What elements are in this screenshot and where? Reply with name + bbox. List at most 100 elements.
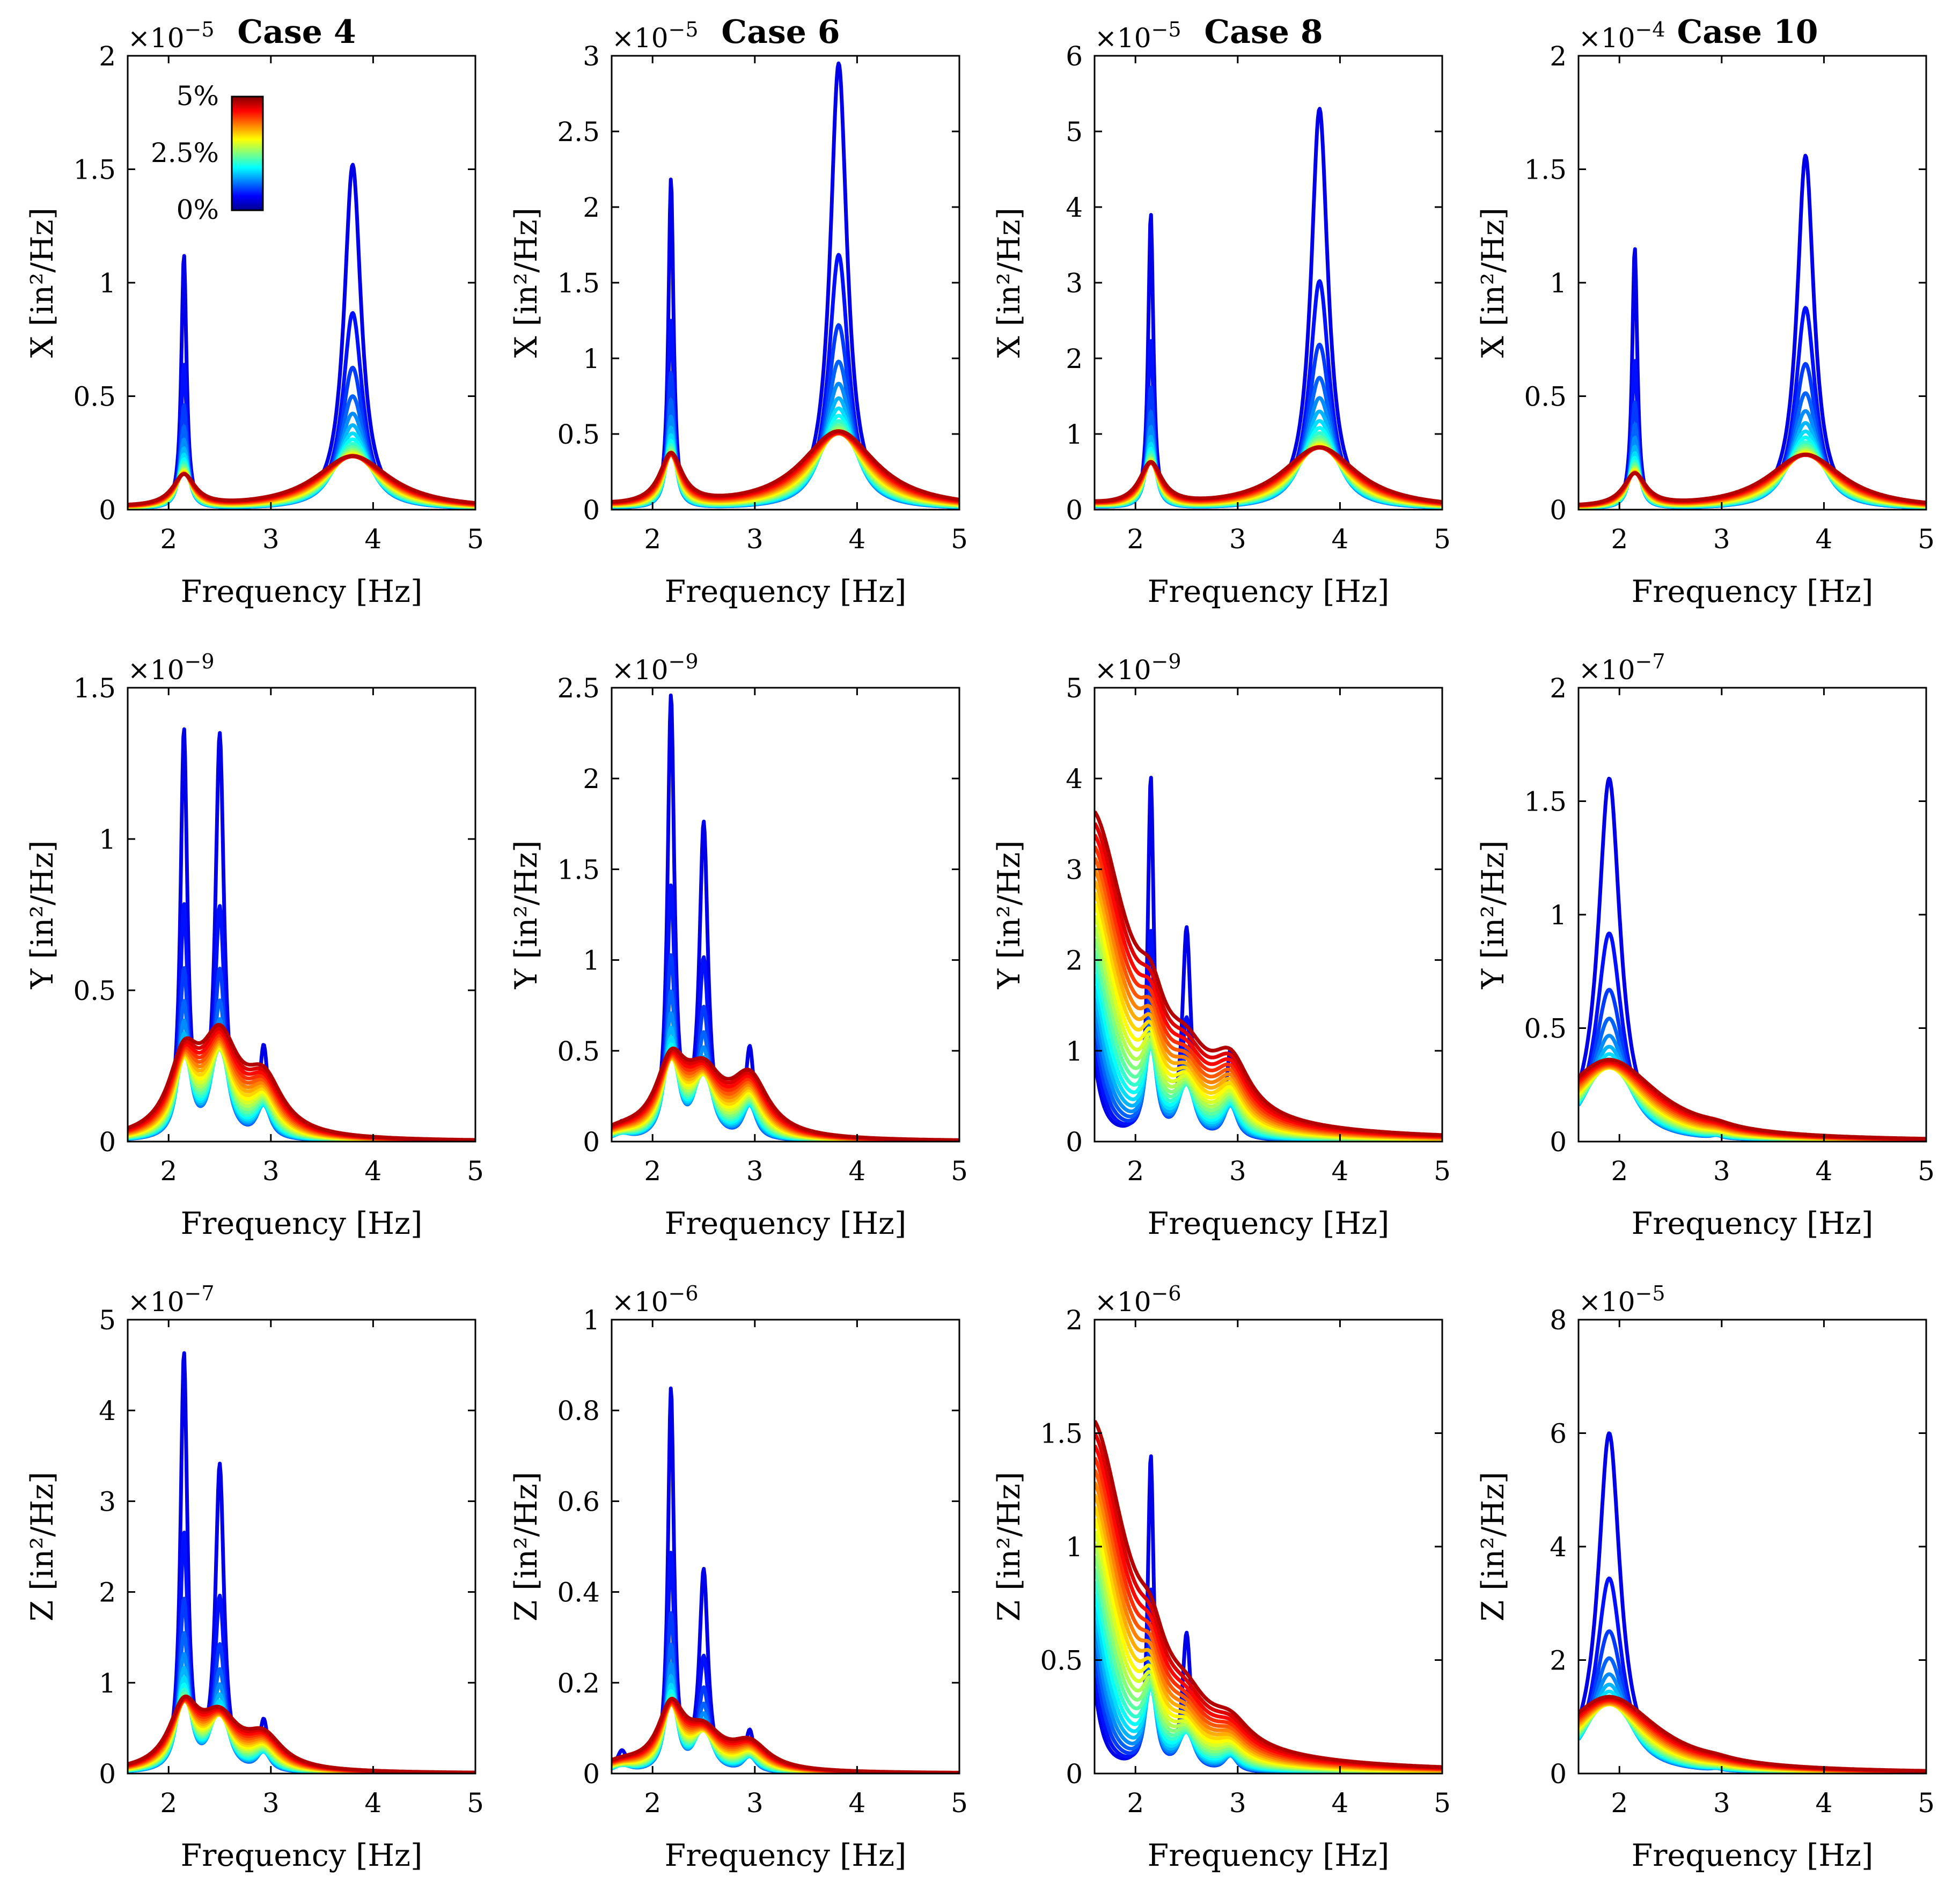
x-axis-label: Frequency [Hz] [1632, 1206, 1874, 1241]
x-tick-label: 5 [1918, 524, 1935, 555]
x-tick-label: 4 [365, 524, 382, 555]
y-tick-label: 0 [583, 1758, 600, 1790]
y-tick-label: 1 [99, 268, 116, 299]
subplot-r1c4: 2 3 4 5 0 0.5 1 1.5 2 ×10−4 Case 10 Frequency [Hz] X… [1475, 13, 1935, 609]
subplot-r3c2: 2 3 4 5 0 0.2 0.4 0.6 0.8 1 ×10−6 Frequency [Hz] Z [… [509, 1282, 968, 1873]
y-tick-label: 3 [1066, 268, 1083, 299]
y-axis-label: X [in²/Hz] [1475, 208, 1511, 358]
y-tick-label: 0.8 [557, 1395, 600, 1426]
x-tick-label: 3 [262, 1156, 280, 1187]
x-tick-label: 2 [1611, 1787, 1628, 1819]
y-axis-label: Y [in²/Hz] [509, 841, 544, 990]
x-tick-label: 3 [1713, 524, 1730, 555]
x-axis-label: Frequency [Hz] [181, 1206, 423, 1241]
curve-group [128, 727, 475, 1142]
y-tick-label: 0 [1550, 495, 1567, 526]
x-tick-label: 4 [365, 1787, 382, 1819]
y-exponent-label: ×10−7 [128, 1282, 215, 1318]
curve-group [128, 1351, 475, 1774]
y-axis-label: Y [in²/Hz] [992, 841, 1027, 990]
x-tick-label: 5 [951, 1156, 968, 1187]
y-axis-label: Z [in²/Hz] [25, 1472, 60, 1622]
x-tick-label: 2 [160, 524, 177, 555]
y-tick-label: 0.2 [557, 1668, 600, 1699]
psd-curve [1095, 810, 1442, 1137]
y-exponent-label: ×10−9 [1095, 650, 1181, 686]
x-tick-label: 5 [1434, 1156, 1451, 1187]
colorbar-label: 2.5% [151, 137, 219, 168]
x-tick-label: 4 [1816, 1156, 1833, 1187]
subplot-r2c1: 2 3 4 5 0 0.5 1 1.5 ×10−9 Frequency [Hz] Y [in²/Hz… [25, 650, 484, 1241]
psd-curve [1095, 445, 1442, 504]
y-tick-label: 1 [1550, 900, 1567, 931]
y-exponent-label: ×10−7 [1579, 650, 1665, 686]
y-tick-label: 2 [1550, 41, 1567, 72]
y-tick-label: 1 [1550, 268, 1567, 299]
x-axis-label: Frequency [Hz] [181, 1838, 423, 1873]
psd-curve [612, 61, 959, 509]
y-axis-label: X [in²/Hz] [992, 208, 1027, 358]
y-exponent-label: ×10−5 [612, 18, 699, 54]
y-tick-label: 1 [99, 824, 116, 855]
y-tick-label: 0 [1066, 495, 1083, 526]
y-tick-label: 0.5 [1524, 381, 1567, 413]
y-tick-label: 1 [1066, 1036, 1083, 1067]
x-tick-label: 3 [1713, 1156, 1730, 1187]
x-tick-label: 5 [1434, 1787, 1451, 1819]
psd-curve [1095, 1454, 1442, 1774]
y-exponent-label: ×10−9 [128, 650, 215, 686]
psd-curve [612, 1046, 959, 1142]
curve-group [612, 1386, 959, 1774]
psd-curve [612, 429, 959, 504]
y-tick-label: 1 [583, 1305, 600, 1336]
psd-curve [1095, 1432, 1442, 1770]
curve-group [1095, 107, 1442, 510]
colorbar-label: 0% [177, 194, 219, 225]
y-tick-label: 2 [1066, 1305, 1083, 1336]
x-tick-label: 2 [1127, 524, 1144, 555]
x-tick-label: 4 [849, 1787, 866, 1819]
x-tick-label: 4 [1816, 524, 1833, 555]
x-tick-label: 5 [951, 524, 968, 555]
y-tick-label: 0.5 [73, 975, 116, 1006]
y-tick-label: 0 [99, 1758, 116, 1790]
x-axis-label: Frequency [Hz] [665, 1838, 907, 1873]
x-tick-label: 2 [644, 1787, 661, 1819]
y-axis-label: X [in²/Hz] [25, 208, 60, 358]
damping-colorbar: 5% 2.5% 0% [151, 80, 264, 225]
y-tick-label: 2 [1550, 673, 1567, 704]
subplot-title: Case 10 [1677, 13, 1818, 51]
y-tick-label: 1 [1066, 419, 1083, 450]
y-tick-label: 2 [99, 1577, 116, 1608]
y-tick-label: 2 [583, 192, 600, 223]
y-tick-label: 3 [1066, 854, 1083, 885]
x-tick-label: 5 [1434, 524, 1451, 555]
y-tick-label: 0 [99, 1127, 116, 1158]
psd-curve [1579, 452, 1926, 506]
x-tick-label: 5 [467, 524, 484, 555]
x-axis-label: Frequency [Hz] [181, 574, 423, 609]
y-tick-label: 1.5 [557, 268, 600, 299]
x-tick-label: 3 [746, 524, 764, 555]
y-tick-label: 0 [1550, 1758, 1567, 1790]
y-tick-label: 1.5 [73, 154, 116, 186]
y-tick-label: 2 [1550, 1645, 1567, 1676]
y-tick-label: 1 [583, 343, 600, 374]
psd-curve [1579, 1058, 1926, 1141]
x-axis-label: Frequency [Hz] [1148, 574, 1390, 609]
y-tick-label: 2 [99, 41, 116, 72]
y-tick-label: 4 [99, 1395, 116, 1426]
y-exponent-label: ×10−9 [612, 650, 699, 686]
x-tick-label: 3 [1229, 1787, 1246, 1819]
x-tick-label: 4 [849, 524, 866, 555]
y-tick-label: 1.5 [557, 854, 600, 885]
y-tick-label: 0.5 [557, 1036, 600, 1067]
x-tick-label: 2 [1127, 1787, 1144, 1819]
y-tick-label: 5 [1066, 116, 1083, 148]
subplot-r2c3: 2 3 4 5 0 1 2 3 4 5 ×10−9 Frequency [Hz] Y [in²/Hz] [992, 650, 1451, 1241]
x-tick-label: 3 [1713, 1787, 1730, 1819]
x-tick-label: 4 [1816, 1787, 1833, 1819]
y-tick-label: 1.5 [1524, 786, 1567, 818]
colorbar-label: 5% [177, 80, 219, 112]
